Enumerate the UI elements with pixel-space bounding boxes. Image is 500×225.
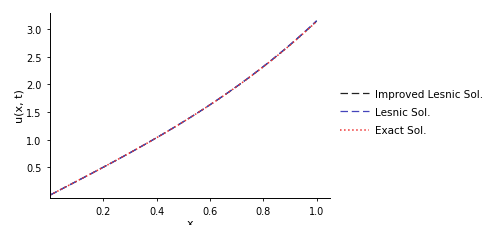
Lesnic Sol.	[314, 20, 320, 23]
Line: Lesnic Sol.: Lesnic Sol.	[50, 22, 316, 195]
X-axis label: x: x	[186, 218, 194, 225]
Exact Sol.	[205, 106, 211, 108]
Improved Lesnic Sol.	[314, 21, 320, 23]
Lesnic Sol.	[206, 105, 212, 108]
Exact Sol.	[210, 102, 216, 105]
Exact Sol.	[47, 194, 53, 197]
Improved Lesnic Sol.	[210, 102, 216, 105]
Exact Sol.	[48, 194, 54, 196]
Improved Lesnic Sol.	[206, 105, 212, 108]
Lesnic Sol.	[272, 57, 278, 59]
Lesnic Sol.	[288, 43, 294, 45]
Line: Exact Sol.: Exact Sol.	[50, 22, 316, 195]
Exact Sol.	[288, 43, 294, 46]
Lesnic Sol.	[47, 194, 53, 197]
Improved Lesnic Sol.	[47, 194, 53, 197]
Lesnic Sol.	[210, 102, 216, 104]
Improved Lesnic Sol.	[205, 105, 211, 108]
Improved Lesnic Sol.	[48, 194, 54, 196]
Exact Sol.	[206, 105, 212, 108]
Line: Improved Lesnic Sol.: Improved Lesnic Sol.	[50, 22, 316, 195]
Exact Sol.	[314, 21, 320, 24]
Exact Sol.	[272, 57, 278, 60]
Improved Lesnic Sol.	[272, 57, 278, 60]
Lesnic Sol.	[48, 194, 54, 196]
Y-axis label: u(x, t): u(x, t)	[15, 89, 25, 123]
Legend: Improved Lesnic Sol., Lesnic Sol., Exact Sol.: Improved Lesnic Sol., Lesnic Sol., Exact…	[340, 89, 482, 136]
Improved Lesnic Sol.	[288, 43, 294, 46]
Lesnic Sol.	[205, 105, 211, 108]
